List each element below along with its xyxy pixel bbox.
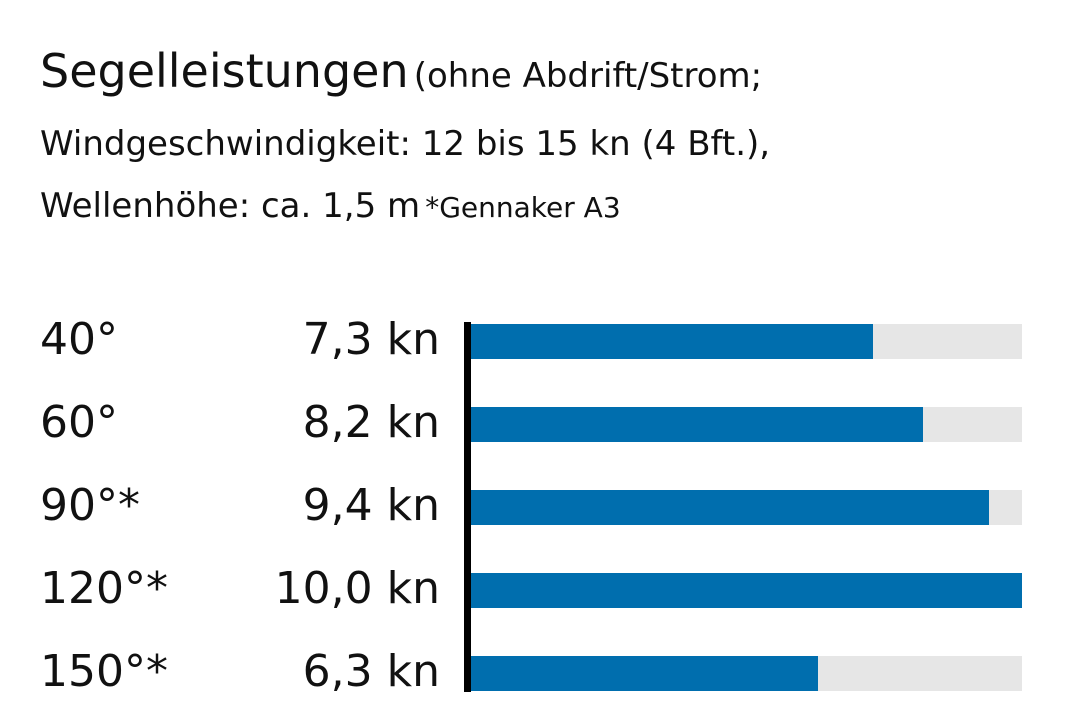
category-label: 90°* xyxy=(40,480,140,531)
category-label: 150°* xyxy=(40,646,168,697)
value-label: 7,3 kn xyxy=(302,314,440,365)
title-line3: Wellenhöhe: ca. 1,5 m xyxy=(40,186,421,226)
value-label: 8,2 kn xyxy=(302,397,440,448)
title-main: Segelleistungen xyxy=(40,44,409,98)
bar-track xyxy=(471,573,1022,608)
value-label: 9,4 kn xyxy=(302,480,440,531)
bar xyxy=(471,656,819,691)
title-line1: (ohne Abdrift/Strom; xyxy=(413,56,763,96)
value-label: 10,0 kn xyxy=(274,563,440,614)
bar-track xyxy=(471,490,1022,525)
y-axis-line xyxy=(464,322,471,692)
bar xyxy=(471,573,1022,608)
category-label: 40° xyxy=(40,314,118,365)
footnote: *Gennaker A3 xyxy=(425,191,621,224)
chart-title: Segelleistungen (ohne Abdrift/Strom; Win… xyxy=(40,40,770,243)
title-line2: Windgeschwindigkeit: 12 bis 15 kn (4 Bft… xyxy=(40,124,771,164)
category-label: 60° xyxy=(40,397,118,448)
bar-track xyxy=(471,656,1022,691)
value-label: 6,3 kn xyxy=(302,646,440,697)
bar-track xyxy=(471,407,1022,442)
bar-track xyxy=(471,324,1022,359)
bar xyxy=(471,407,923,442)
bar xyxy=(471,490,989,525)
bar xyxy=(471,324,874,359)
category-label: 120°* xyxy=(40,563,168,614)
